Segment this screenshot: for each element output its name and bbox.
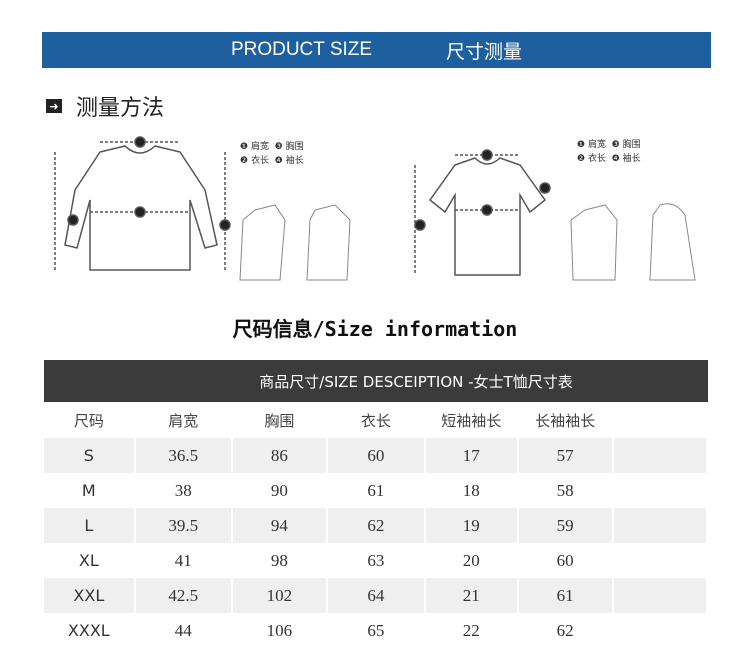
table-cell: M bbox=[44, 473, 136, 508]
legend-label: 肩宽 bbox=[250, 142, 269, 152]
legend-label: 袖长 bbox=[622, 154, 641, 164]
banner-title-en: PRODUCT SIZE bbox=[230, 39, 373, 60]
table-cell bbox=[612, 403, 709, 438]
table-cell: 44 bbox=[134, 613, 233, 648]
legend-left: ❶ 肩宽 ❸ 胸围 ❷ 衣长 ❹ 袖长 bbox=[240, 140, 304, 168]
legend-label: 胸围 bbox=[622, 140, 641, 150]
table-cell bbox=[612, 613, 709, 648]
table-cell: 58 bbox=[517, 473, 614, 508]
table-cell bbox=[612, 438, 709, 473]
table-cell: 86 bbox=[231, 438, 328, 473]
table-cell: 21 bbox=[424, 578, 519, 613]
legend-label: 衣长 bbox=[587, 154, 606, 164]
table-cell: 65 bbox=[326, 613, 426, 648]
table-cell: 短袖袖长 bbox=[424, 403, 519, 438]
table-cell: 39.5 bbox=[134, 508, 233, 543]
table-cell: S bbox=[44, 438, 136, 473]
measure-method-title: 测量方法 bbox=[76, 96, 165, 121]
legend-number: ❷ bbox=[577, 154, 586, 164]
table-cell: 42.5 bbox=[134, 578, 233, 613]
table-row: XXL 42.5 102 64 21 61 bbox=[44, 578, 709, 613]
legend-number: ❷ bbox=[240, 156, 249, 166]
legend-label: 袖长 bbox=[285, 156, 304, 166]
table-cell: 61 bbox=[517, 578, 614, 613]
table-cell bbox=[612, 473, 709, 508]
tshirt-diagram bbox=[414, 149, 551, 276]
jacket-sketches bbox=[239, 204, 351, 281]
table-row: S 36.5 86 60 17 57 bbox=[44, 438, 709, 473]
legend-number: ❶ bbox=[240, 142, 249, 152]
legend-label: 肩宽 bbox=[587, 140, 606, 150]
table-cell: 60 bbox=[326, 438, 426, 473]
table-cell: 18 bbox=[424, 473, 519, 508]
legend-number: ❸ bbox=[611, 140, 620, 150]
legend-number: ❶ bbox=[577, 140, 586, 150]
table-row: L 39.5 94 62 19 59 bbox=[44, 508, 709, 543]
table-cell: 106 bbox=[231, 613, 328, 648]
banner-title-cn: 尺寸测量 bbox=[446, 41, 523, 63]
arrow-right-icon: ➜ bbox=[46, 99, 62, 113]
table-cell: XXL bbox=[44, 578, 136, 613]
table-cell: 尺码 bbox=[44, 403, 136, 438]
table-cell: 60 bbox=[517, 543, 614, 578]
table-row: XL 41 98 63 20 60 bbox=[44, 543, 709, 578]
table-cell: 62 bbox=[326, 508, 426, 543]
table-header-row: 尺码 肩宽 胸围 衣长 短袖袖长 长袖袖长 bbox=[44, 403, 709, 438]
table-cell: 17 bbox=[424, 438, 519, 473]
legend-number: ❹ bbox=[274, 156, 283, 166]
table-cell: 长袖袖长 bbox=[517, 403, 614, 438]
table-cell: 衣长 bbox=[326, 403, 426, 438]
long-sleeve-diagram bbox=[54, 136, 231, 271]
table-cell bbox=[612, 543, 709, 578]
size-info-title: 尺码信息/Size information bbox=[232, 317, 518, 341]
table-cell: 19 bbox=[424, 508, 519, 543]
table-cell: 22 bbox=[424, 613, 519, 648]
measure-method-heading: ➜ 测量方法 bbox=[46, 90, 164, 122]
table-cell: 57 bbox=[517, 438, 614, 473]
table-cell: XXXL bbox=[44, 613, 136, 648]
table-cell: 41 bbox=[134, 543, 233, 578]
table-cell: 胸围 bbox=[231, 403, 328, 438]
table-cell: 59 bbox=[517, 508, 614, 543]
table-cell: 63 bbox=[326, 543, 426, 578]
table-cell: 61 bbox=[326, 473, 426, 508]
table-cell bbox=[612, 508, 709, 543]
table-row: M 38 90 61 18 58 bbox=[44, 473, 709, 508]
table-row: XXXL 44 106 65 22 62 bbox=[44, 613, 709, 648]
table-cell: 98 bbox=[231, 543, 328, 578]
table-cell: 64 bbox=[326, 578, 426, 613]
table-cell: XL bbox=[44, 543, 136, 578]
table-cell: 94 bbox=[231, 508, 328, 543]
table-cell: L bbox=[44, 508, 136, 543]
legend-right: ❶ 肩宽 ❸ 胸围 ❷ 衣长 ❹ 袖长 bbox=[577, 138, 641, 166]
product-size-banner: PRODUCT SIZE 尺寸测量 bbox=[42, 32, 711, 68]
table-cell: 90 bbox=[231, 473, 328, 508]
table-cell: 102 bbox=[231, 578, 328, 613]
table-cell bbox=[612, 578, 709, 613]
table-cell: 20 bbox=[424, 543, 519, 578]
table-caption: 商品尺寸/SIZE DESCEIPTION -女士T恤尺寸表 bbox=[44, 360, 708, 402]
table-cell: 62 bbox=[517, 613, 614, 648]
legend-number: ❹ bbox=[611, 154, 620, 164]
table-cell: 38 bbox=[134, 473, 233, 508]
table-cell: 肩宽 bbox=[134, 403, 233, 438]
size-table: 尺码 肩宽 胸围 衣长 短袖袖长 长袖袖长 S 36.5 86 60 17 57 M 38 90 61 18 58… bbox=[44, 403, 709, 648]
legend-label: 衣长 bbox=[250, 156, 269, 166]
legend-number: ❸ bbox=[274, 142, 283, 152]
shirt-hoodie-sketches bbox=[570, 203, 696, 281]
table-cell: 36.5 bbox=[134, 438, 233, 473]
legend-label: 胸围 bbox=[285, 142, 304, 152]
